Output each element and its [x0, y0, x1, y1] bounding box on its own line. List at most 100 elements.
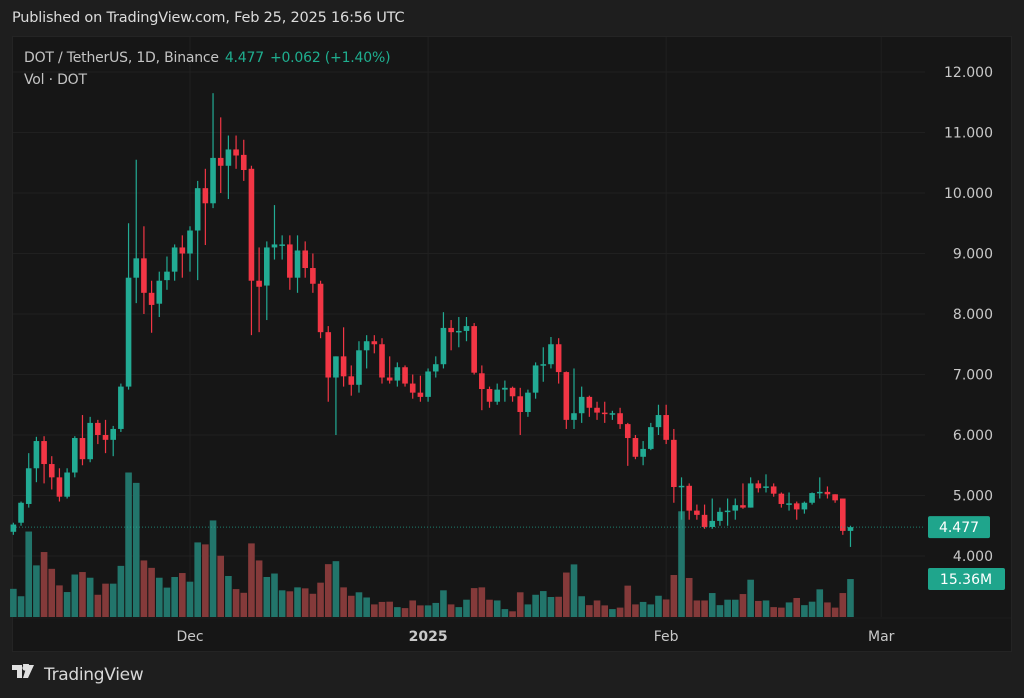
candle-body: [686, 485, 692, 511]
volume-bar: [678, 511, 685, 617]
candle-body: [809, 493, 815, 503]
volume-bar: [593, 600, 601, 617]
volume-bar: [624, 585, 632, 617]
volume-bar: [86, 577, 94, 617]
candle-body: [33, 441, 40, 469]
volume-bar: [486, 599, 493, 617]
candle-body: [125, 277, 132, 387]
candle-body: [148, 292, 155, 305]
candle-body: [663, 415, 669, 440]
volume-bar: [25, 531, 33, 617]
volume-bar: [547, 596, 555, 617]
candle-body: [640, 448, 646, 457]
volume-bar: [148, 567, 155, 617]
candle-body: [471, 326, 477, 373]
price-tick-label: 12.000: [944, 65, 993, 81]
volume-bar: [478, 587, 486, 617]
candle-body: [494, 389, 500, 402]
volume-bar: [401, 608, 409, 617]
candle-body: [740, 505, 746, 508]
candle-body: [79, 438, 86, 460]
candle-body: [325, 332, 332, 378]
candle-body: [578, 396, 585, 414]
price-tick-label: 11.000: [944, 126, 993, 142]
volume-bar: [847, 579, 854, 617]
legend-change: +0.062 (+1.40%): [269, 50, 391, 66]
volume-bar: [762, 600, 770, 617]
candle-body: [555, 344, 562, 373]
candle-body: [194, 188, 201, 231]
candle-body: [118, 386, 124, 429]
volume-bar: [278, 590, 286, 617]
price-tick-label: 5.000: [953, 489, 993, 505]
volume-bar: [739, 594, 747, 617]
last-volume-badge: [928, 568, 1005, 590]
volume-bar: [179, 573, 186, 617]
candle-body: [540, 364, 547, 366]
volume-bar: [578, 596, 585, 617]
candle-body: [41, 441, 47, 465]
volume-bar: [831, 607, 839, 617]
volume-bar: [670, 575, 678, 617]
candle-body: [717, 511, 723, 521]
candle-body: [648, 427, 654, 449]
volume-bar: [217, 555, 225, 617]
volume-bar: [555, 596, 562, 617]
candle-body: [386, 377, 393, 381]
volume-bar: [824, 602, 831, 617]
candle-body: [502, 387, 508, 390]
candle-body: [671, 439, 677, 488]
volume-bar: [724, 599, 731, 617]
candle-body: [317, 283, 324, 333]
legend-symbol[interactable]: DOT / TetherUS, 1D, Binance: [24, 50, 219, 66]
volume-bar: [509, 611, 516, 617]
candle-body: [793, 503, 800, 510]
price-tick-label: 4.000: [953, 549, 993, 565]
volume-bar: [363, 597, 370, 617]
candle-body: [379, 344, 385, 378]
volume-bars: [10, 472, 854, 617]
candle-body: [371, 341, 378, 345]
candle-body: [594, 407, 600, 413]
legend-last-price: 4.477: [224, 50, 264, 66]
chart-panel[interactable]: [12, 36, 1012, 652]
volume-bar: [586, 605, 593, 617]
candle-body: [509, 387, 516, 397]
volume-bar: [332, 561, 340, 617]
volume-bar: [770, 607, 777, 617]
volume-bar: [801, 605, 808, 617]
candle-body: [48, 464, 55, 478]
volume-bar: [647, 604, 655, 617]
legend-volume[interactable]: Vol · DOT: [24, 72, 87, 88]
volume-bar: [685, 577, 693, 617]
volume-bar: [632, 604, 639, 617]
volume-bar: [501, 609, 509, 617]
candle-body: [801, 502, 808, 510]
candle-body: [233, 149, 239, 156]
footer-brand[interactable]: TradingView: [12, 662, 144, 685]
volume-bar: [48, 568, 56, 617]
candle-body: [847, 527, 854, 531]
volume-bar: [463, 599, 470, 617]
volume-bar: [10, 588, 17, 617]
candle-body: [363, 341, 370, 351]
candle-body: [425, 371, 431, 397]
candle-body: [563, 372, 570, 420]
volume-bar: [816, 589, 824, 617]
price-axis: 12.000 11.000 10.000 9.000 8.000 7.000 6.000 5.…: [944, 65, 993, 565]
candle-body: [294, 250, 301, 278]
volume-bar: [294, 587, 301, 617]
volume-bar: [793, 597, 801, 617]
volume-bar: [785, 602, 793, 617]
candle-body: [432, 364, 439, 372]
volume-bar: [140, 560, 148, 617]
candle-body: [609, 413, 616, 415]
price-tick-label: 6.000: [953, 428, 993, 444]
grid: [13, 37, 1011, 619]
volume-bar: [655, 595, 662, 617]
candle-body: [448, 327, 454, 333]
volume-bar: [701, 600, 708, 617]
candle-body: [179, 247, 186, 254]
volume-bar: [355, 592, 363, 617]
